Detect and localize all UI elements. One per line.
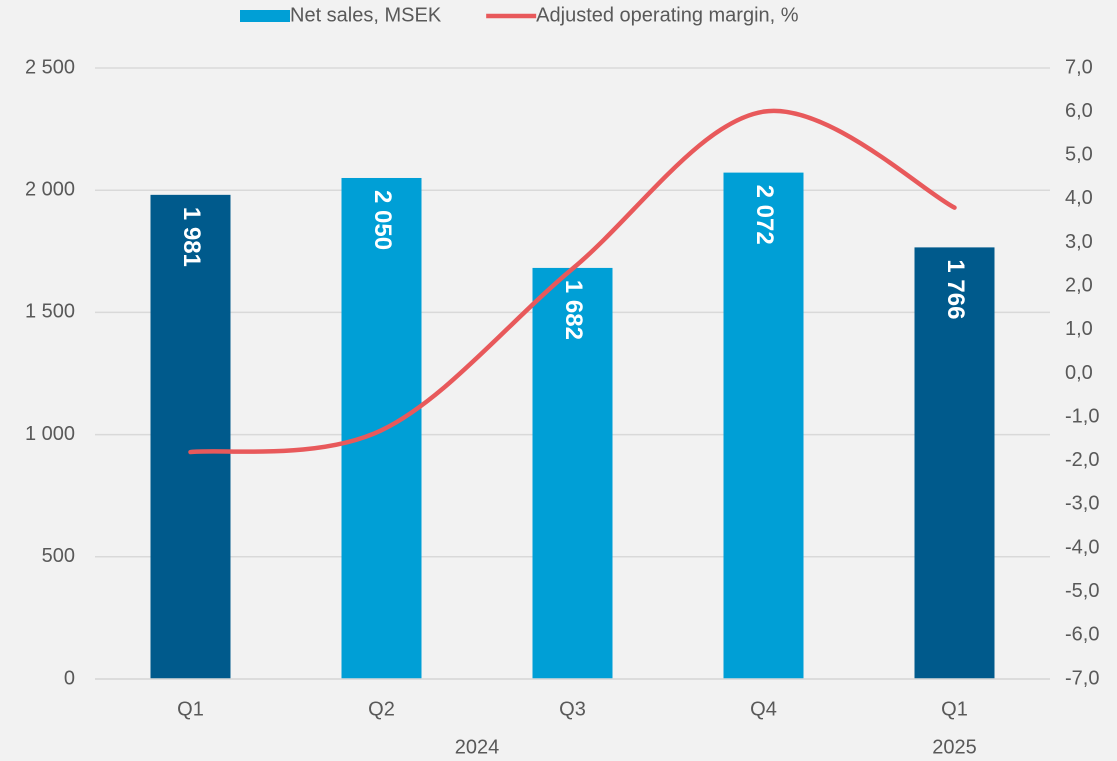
y-tick-label: 0 (64, 667, 75, 689)
y2-tick-label: -6,0 (1065, 624, 1099, 646)
value-label: 1 682 (560, 280, 587, 340)
line (188, 108, 957, 455)
legend-swatch (240, 10, 290, 22)
y2-tick-label: 5,0 (1065, 144, 1093, 166)
y2-tick-label: 2,0 (1065, 274, 1093, 296)
x-tick-label: Q3 (559, 698, 586, 720)
bar (914, 247, 995, 680)
y-tick-label: 2 000 (25, 178, 75, 200)
value-label: 1 766 (942, 259, 969, 319)
bar (150, 194, 231, 679)
y2-tick-label: 0,0 (1065, 362, 1093, 384)
y-tick-label: 1 000 (25, 423, 75, 445)
y2-tick-label: 7,0 (1065, 56, 1093, 78)
value-label: 1 981 (178, 207, 205, 267)
bar (723, 172, 804, 679)
legend-label: Adjusted operating margin, % (536, 4, 799, 26)
y2-tick-label: -1,0 (1065, 405, 1099, 427)
y2-tick-label: -4,0 (1065, 536, 1099, 558)
value-label: 2 072 (751, 185, 778, 245)
legend-label: Net sales, MSEK (290, 4, 442, 26)
bar (532, 267, 613, 679)
y-tick-label: 2 500 (25, 56, 75, 78)
x-group-label: 2025 (932, 736, 977, 758)
y2-tick-label: 3,0 (1065, 231, 1093, 253)
y2-tick-label: -5,0 (1065, 580, 1099, 602)
y2-tick-label: 4,0 (1065, 187, 1093, 209)
value-label: 2 050 (369, 190, 396, 250)
y2-tick-label: -7,0 (1065, 667, 1099, 689)
x-tick-label: Q2 (368, 698, 395, 720)
y-tick-label: 1 500 (25, 301, 75, 323)
x-tick-label: Q1 (177, 698, 204, 720)
y2-tick-label: 6,0 (1065, 100, 1093, 122)
x-tick-label: Q4 (750, 698, 777, 720)
y2-tick-label: 1,0 (1065, 318, 1093, 340)
y-tick-label: 500 (42, 545, 75, 567)
y2-tick-label: -2,0 (1065, 449, 1099, 471)
y2-tick-label: -3,0 (1065, 493, 1099, 515)
x-group-label: 2024 (455, 736, 500, 758)
x-tick-label: Q1 (941, 698, 968, 720)
